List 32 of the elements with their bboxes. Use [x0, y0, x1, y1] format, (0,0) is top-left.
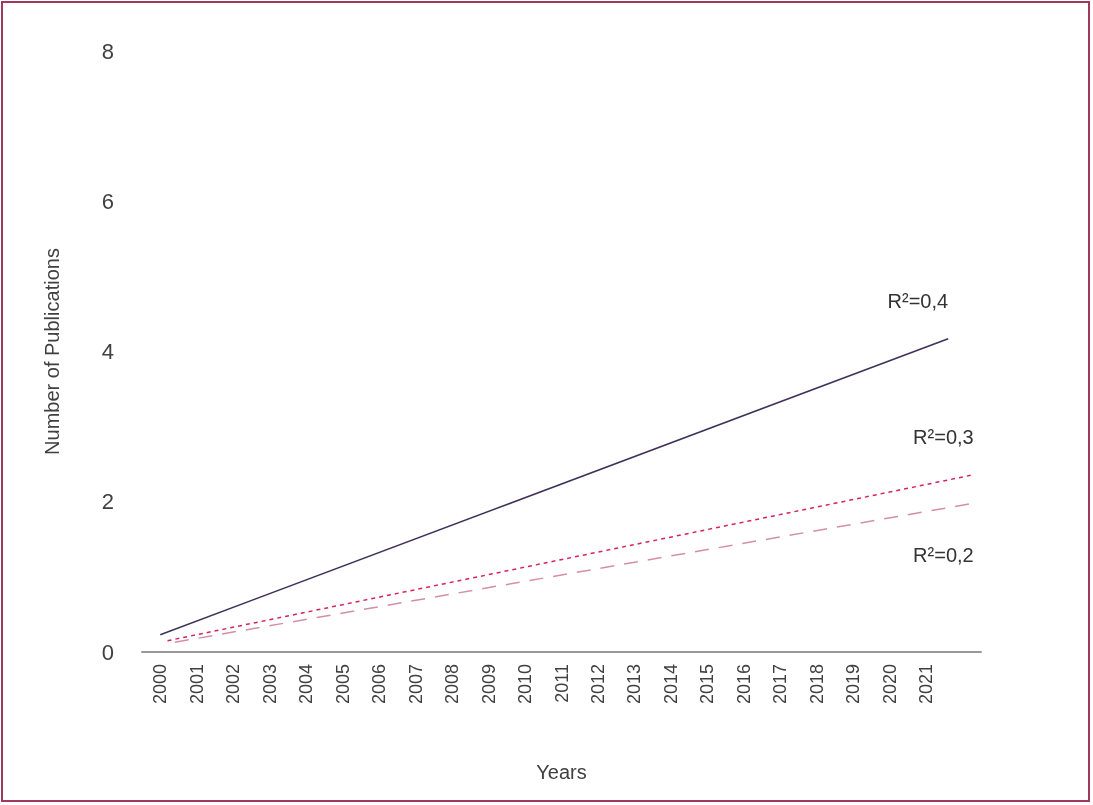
x-tick-label: 2018 [806, 664, 827, 705]
y-tick-label: 4 [101, 339, 114, 364]
x-tick-label: 2013 [624, 664, 645, 705]
x-tick-label: 2019 [843, 664, 864, 705]
x-tick-label: 2007 [405, 664, 426, 705]
x-tick-label: 2015 [697, 664, 718, 705]
series-label: R²=0,3 [913, 425, 974, 448]
x-tick-label: 2020 [879, 664, 900, 705]
y-tick-label: 2 [101, 489, 114, 515]
x-tick-label: 2009 [478, 664, 499, 705]
x-tick-label: 2017 [770, 664, 791, 705]
x-tick-label: 2021 [916, 664, 937, 705]
series-label: R²=0,4 [887, 289, 949, 312]
x-tick-label: 2014 [660, 664, 681, 705]
x-tick-label: 2001 [186, 664, 207, 705]
x-tick-label: 2004 [296, 664, 317, 705]
x-tick-label: 2000 [150, 664, 171, 705]
y-tick-label: 6 [101, 188, 114, 214]
x-tick-label: 2003 [259, 664, 280, 705]
y-tick-label: 0 [101, 639, 114, 665]
y-axis-title: Number of Publications [41, 248, 63, 455]
x-tick-label: 2005 [332, 664, 353, 705]
x-tick-label: 2002 [223, 664, 244, 705]
x-tick-label: 2006 [369, 664, 390, 705]
x-tick-label: 2016 [733, 664, 754, 705]
x-tick-label: 2008 [442, 664, 463, 705]
x-tick-label: 2012 [587, 664, 608, 705]
x-tick-label: 2010 [515, 664, 536, 705]
y-tick-label: 8 [101, 38, 114, 64]
x-tick-label: 2011 [551, 664, 572, 703]
x-axis-title: Years [536, 761, 587, 783]
series-label: R²=0,2 [913, 544, 974, 567]
